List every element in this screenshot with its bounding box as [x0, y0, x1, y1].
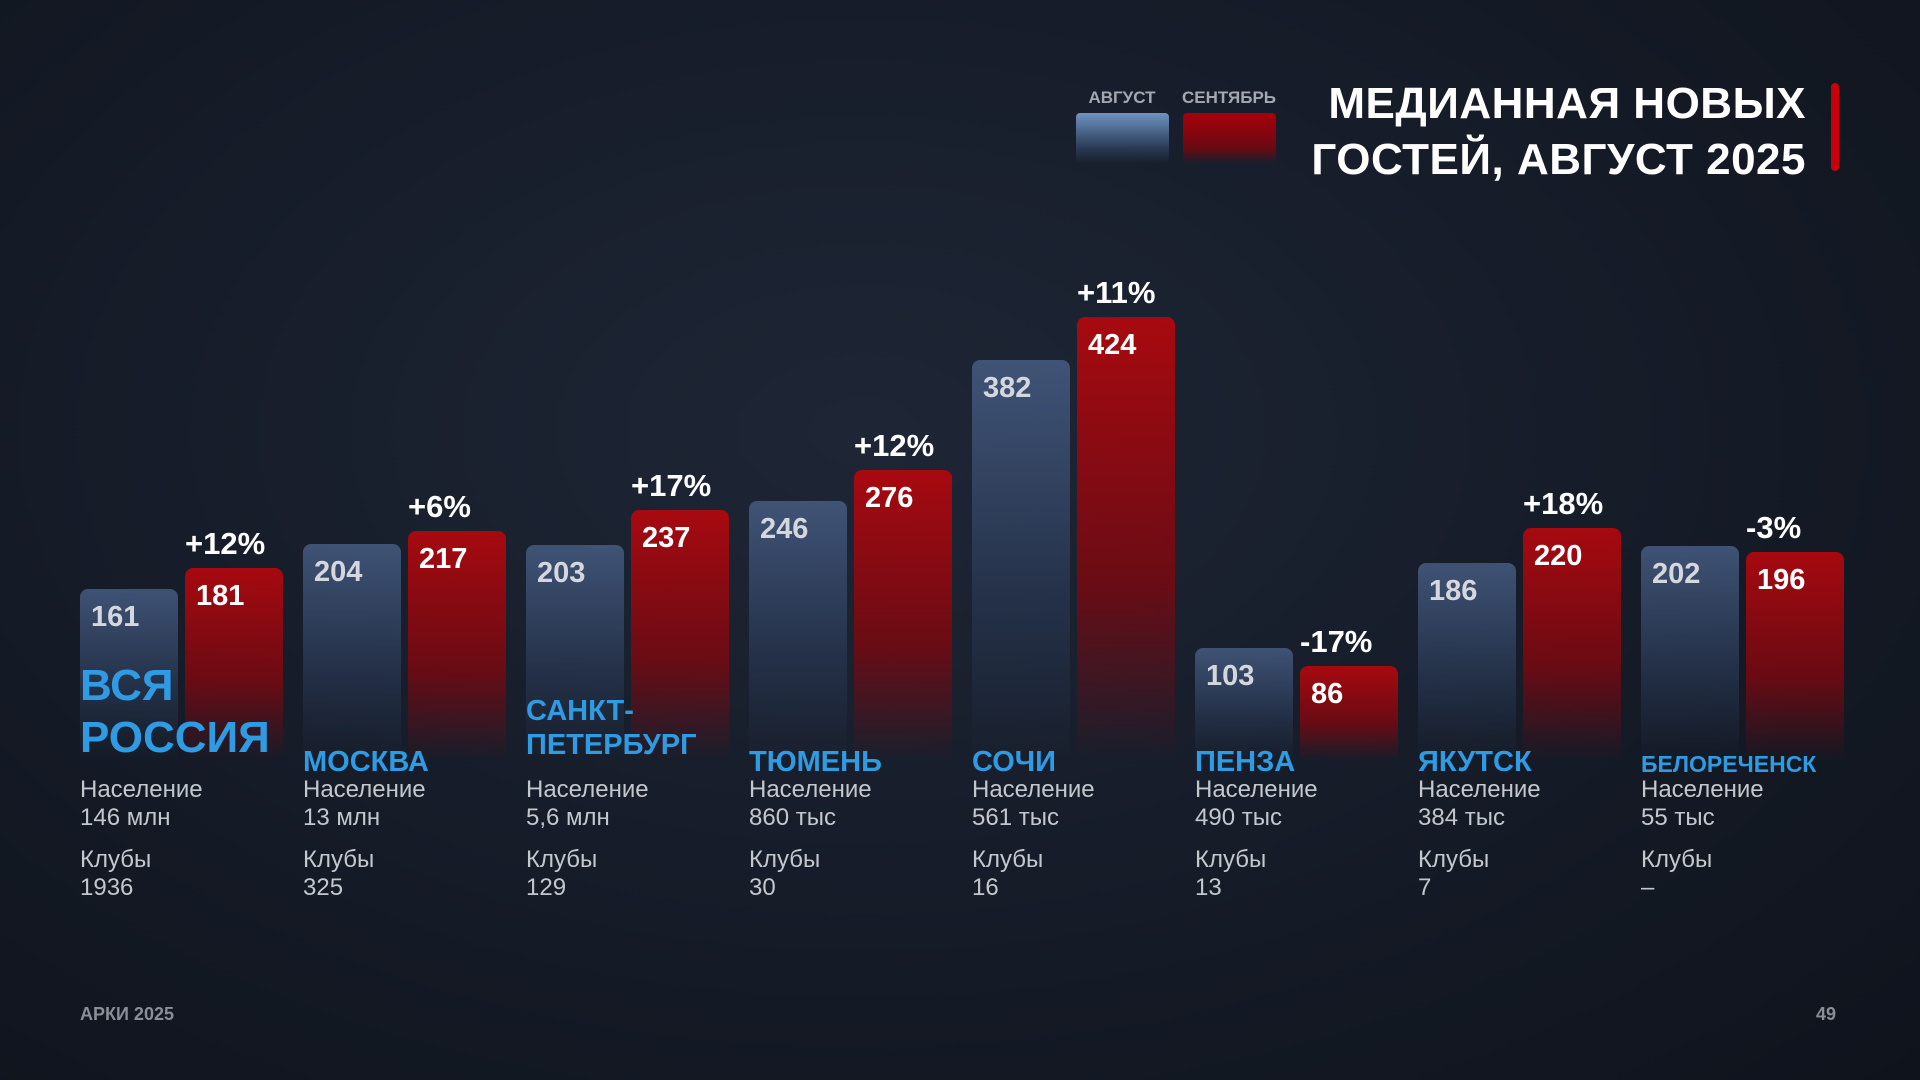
population-label: Население — [1641, 776, 1764, 803]
clubs-value: 16 — [972, 874, 999, 901]
legend-label-september: СЕНТЯБРЬ — [1181, 88, 1277, 107]
clubs-value: 129 — [526, 874, 567, 901]
clubs-label: Клубы — [80, 846, 152, 873]
city-name: МОСКВА — [303, 746, 429, 778]
page-number: 49 — [1816, 1004, 1837, 1024]
city-info: Население 13 млн Клубы 325 — [303, 776, 426, 902]
population-label: Население — [1195, 776, 1318, 803]
population-label: Население — [80, 776, 203, 803]
data-label-august: 103 — [1206, 660, 1255, 693]
clubs-value: 7 — [1418, 874, 1432, 901]
population-value: 5,6 млн — [526, 804, 610, 831]
clubs-label: Клубы — [526, 846, 598, 873]
data-label-september: 220 — [1534, 539, 1583, 572]
clubs-label: Клубы — [972, 846, 1044, 873]
data-label-september: 86 — [1311, 678, 1344, 711]
data-label-august: 202 — [1652, 558, 1701, 591]
city-name: ТЮМЕНЬ — [749, 746, 882, 778]
data-label-august: 186 — [1429, 574, 1478, 607]
bar-september — [1746, 552, 1844, 760]
city-name: САНКТ- ПЕТЕРБУРГ — [526, 695, 697, 761]
city-info: Население 490 тыс Клубы 13 — [1195, 776, 1318, 902]
legend-swatch-august — [1076, 113, 1169, 163]
data-label-september: 181 — [196, 579, 245, 612]
change-label: +18% — [1523, 485, 1604, 521]
bar-august — [972, 360, 1070, 760]
clubs-value: 30 — [749, 874, 776, 901]
city-info: Население 860 тыс Клубы 30 — [749, 776, 872, 902]
chart-title: МЕДИАННАЯ НОВЫХ ГОСТЕЙ, АВГУСТ 2025 — [1311, 76, 1806, 188]
bar-september — [631, 509, 729, 760]
population-value: 384 тыс — [1418, 804, 1505, 831]
city-info: Население 5,6 млн Клубы 129 — [526, 776, 649, 902]
change-label: +11% — [1077, 274, 1156, 310]
population-label: Население — [749, 776, 872, 803]
bar-august — [749, 500, 847, 760]
city-name: БЕЛОРЕЧЕНСК — [1641, 751, 1817, 777]
title-line-1: МЕДИАННАЯ НОВЫХ — [1328, 79, 1806, 128]
bar-september — [1077, 316, 1175, 760]
population-label: Население — [1418, 776, 1541, 803]
legend-label-august: АВГУСТ — [1088, 88, 1156, 107]
clubs-value: 13 — [1195, 874, 1222, 901]
population-label: Население — [526, 776, 649, 803]
city-info: Население 384 тыс Клубы 7 — [1418, 776, 1541, 902]
population-value: 490 тыс — [1195, 804, 1282, 831]
footer-brand: АРКИ 2025 — [80, 1004, 174, 1024]
bar-august — [1641, 546, 1739, 760]
bar-september — [408, 530, 506, 760]
change-label: -17% — [1300, 624, 1373, 660]
title-accent-bar — [1831, 83, 1839, 171]
clubs-label: Клубы — [1641, 846, 1713, 873]
data-label-september: 276 — [865, 481, 914, 514]
bar-september — [854, 469, 952, 760]
city-info: Население 561 тыс Клубы 16 — [972, 776, 1095, 902]
bar-august — [80, 588, 178, 760]
population-value: 860 тыс — [749, 804, 836, 831]
bar-september — [185, 567, 283, 760]
bar-august — [526, 545, 624, 760]
city-info: Население 146 млн Клубы 1936 — [80, 776, 203, 902]
clubs-value: 325 — [303, 874, 344, 901]
city-name: ПЕНЗА — [1195, 746, 1296, 778]
clubs-label: Клубы — [1418, 846, 1490, 873]
clubs-label: Клубы — [1195, 846, 1267, 873]
city-name: ВСЯ РОССИЯ — [80, 661, 270, 762]
bar-august — [1195, 648, 1293, 760]
data-label-september: 196 — [1757, 564, 1806, 597]
data-label-august: 246 — [760, 512, 809, 545]
data-label-september: 237 — [642, 521, 691, 554]
bar-september — [1523, 527, 1621, 760]
city-name: СОЧИ — [972, 746, 1056, 778]
population-value: 55 тыс — [1641, 804, 1715, 831]
population-value: 561 тыс — [972, 804, 1059, 831]
clubs-label: Клубы — [303, 846, 375, 873]
data-label-september: 217 — [419, 542, 468, 575]
change-label: +17% — [631, 467, 712, 503]
clubs-value: 1936 — [80, 874, 134, 901]
legend-swatch-september — [1183, 113, 1276, 163]
data-label-august: 382 — [983, 372, 1032, 404]
data-label-august: 203 — [537, 557, 586, 590]
data-label-september: 424 — [1088, 328, 1137, 361]
change-label: +12% — [185, 525, 266, 561]
clubs-value: – — [1641, 874, 1655, 901]
data-label-august: 161 — [91, 600, 140, 633]
change-label: +12% — [854, 427, 935, 463]
change-label: +6% — [408, 488, 471, 524]
city-info: Население 55 тыс Клубы – — [1641, 776, 1764, 902]
population-label: Население — [303, 776, 426, 803]
bar-august — [1418, 562, 1516, 760]
population-value: 13 млн — [303, 804, 381, 831]
population-label: Население — [972, 776, 1095, 803]
clubs-label: Клубы — [749, 846, 821, 873]
population-value: 146 млн — [80, 804, 171, 831]
change-label: -3% — [1746, 510, 1802, 546]
city-name: ЯКУТСК — [1418, 746, 1532, 778]
data-label-august: 204 — [314, 556, 363, 589]
title-line-2: ГОСТЕЙ, АВГУСТ 2025 — [1311, 135, 1806, 184]
bar-august — [303, 544, 401, 760]
bar-september — [1300, 666, 1398, 760]
